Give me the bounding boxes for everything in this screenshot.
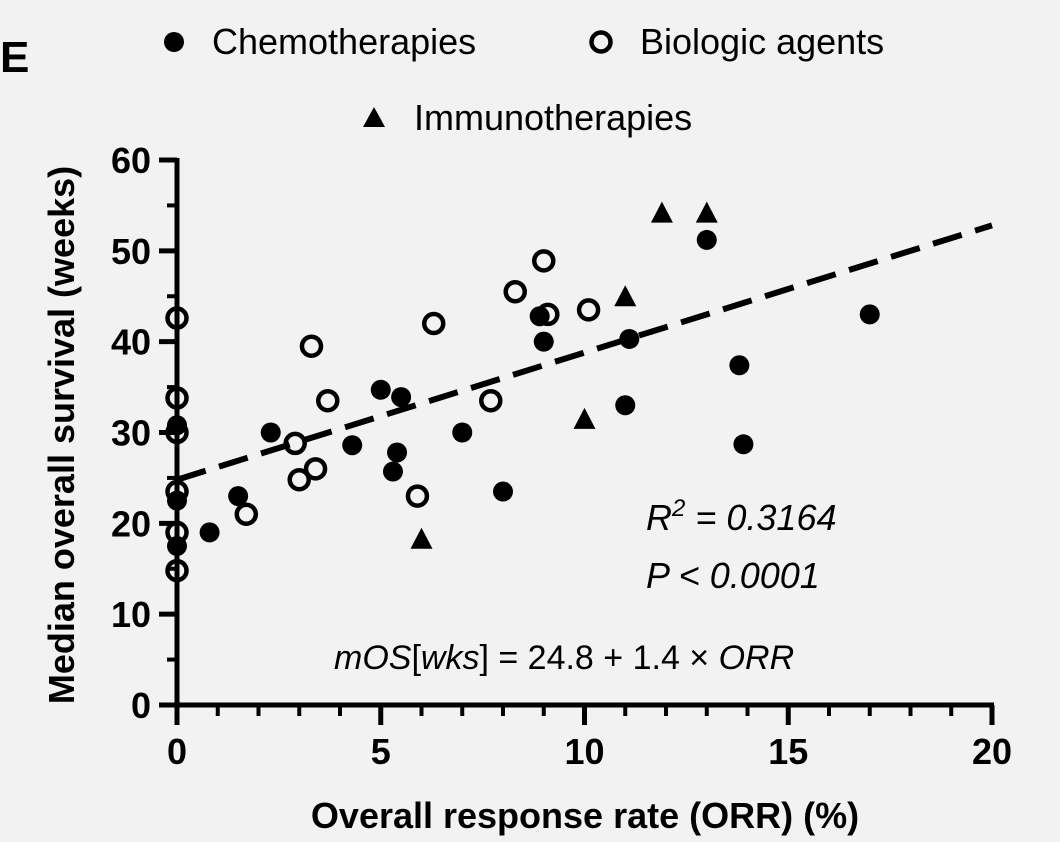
y-tick-label: 10 [111,594,151,635]
point-biologic-agents [503,279,527,304]
point-biologic-agents [283,431,307,456]
point-chemotherapies [228,486,249,507]
x-tick-label: 5 [371,731,391,772]
legend-label-immunotherapies: Immunotherapies [414,97,692,138]
point-chemotherapies [260,422,281,443]
legend-label-biologic-agents: Biologic agents [640,21,884,62]
point-chemotherapies [452,422,473,443]
point-biologic-agents [405,484,430,508]
p-value-annotation: P < 0.0001 [646,555,820,596]
x-tick-label: 15 [768,731,808,772]
point-biologic-agents [303,457,328,481]
point-chemotherapies [619,328,640,349]
equation-wks: wks [421,639,480,677]
point-immunotherapies [410,527,433,549]
point-biologic-agents [299,334,324,358]
y-axis-title: Median overall survival (weeks) [41,166,82,704]
regression-equation: mOS[wks] = 24.8 + 1.4 × ORR [334,639,794,677]
x-tick-label: 10 [564,731,604,772]
point-biologic-agents [165,386,189,410]
legend-label-chemotherapies: Chemotherapies [212,21,476,62]
point-biologic-agents [421,311,446,336]
r-squared-symbol: R [646,497,672,538]
point-chemotherapies [391,387,412,408]
point-biologic-agents [165,558,189,583]
point-chemotherapies [615,395,636,416]
point-immunotherapies [573,407,596,429]
point-chemotherapies [370,379,391,400]
equation-rest: = 24.8 + 1.4 × [489,639,719,677]
r-squared-value: = 0.3164 [685,497,836,538]
point-biologic-agents [532,249,556,273]
point-immunotherapies [614,285,637,307]
y-tick-label: 20 [111,503,151,544]
point-chemotherapies [533,331,554,352]
y-tick-label: 40 [111,322,151,363]
panel-label: E [0,33,29,82]
axes: 0 10 20 30 40 50 60 0 5 10 15 20 [111,140,1012,772]
data-points [165,201,880,583]
point-chemotherapies [342,435,363,456]
point-chemotherapies [493,481,513,502]
point-chemotherapies [382,461,403,482]
x-tick-label: 0 [167,731,187,772]
r-squared-annotation: R2 = 0.3164 [646,495,837,538]
legend-marker-immunotherapies [363,107,385,127]
point-biologic-agents [165,520,189,545]
point-biologic-agents [165,306,189,330]
point-chemotherapies [859,304,880,325]
regression-line [176,222,993,483]
r-squared-exponent: 2 [671,495,685,522]
point-chemotherapies [733,434,754,455]
point-chemotherapies [199,522,220,543]
legend: Chemotherapies Biologic agents Immunothe… [164,21,884,138]
legend-marker-biologic-agents [589,30,613,54]
y-tick-label: 30 [111,413,151,454]
point-biologic-agents [536,302,560,327]
y-tick-label: 60 [111,140,151,181]
equation-mos: mOS [334,639,412,677]
legend-marker-chemotherapies [164,32,184,52]
x-axis-title: Overall response rate (ORR) (%) [311,795,859,836]
trendline [176,222,993,483]
point-immunotherapies [650,201,673,223]
point-biologic-agents [287,467,311,492]
point-biologic-agents [479,388,503,413]
point-biologic-agents [316,388,340,413]
point-chemotherapies [696,229,717,250]
y-tick-label: 0 [131,685,151,726]
y-tick-label: 50 [111,231,151,272]
x-tick-label: 20 [972,731,1012,772]
point-biologic-agents [576,298,601,322]
point-immunotherapies [695,201,718,223]
point-chemotherapies [387,442,408,463]
point-chemotherapies [729,355,750,376]
equation-bracket-open: [ [411,639,421,677]
point-biologic-agents [234,502,259,526]
equation-orr: ORR [719,639,795,677]
point-biologic-agents [165,479,189,504]
point-biologic-agents [165,420,189,445]
equation-bracket-close: ] [479,639,488,677]
